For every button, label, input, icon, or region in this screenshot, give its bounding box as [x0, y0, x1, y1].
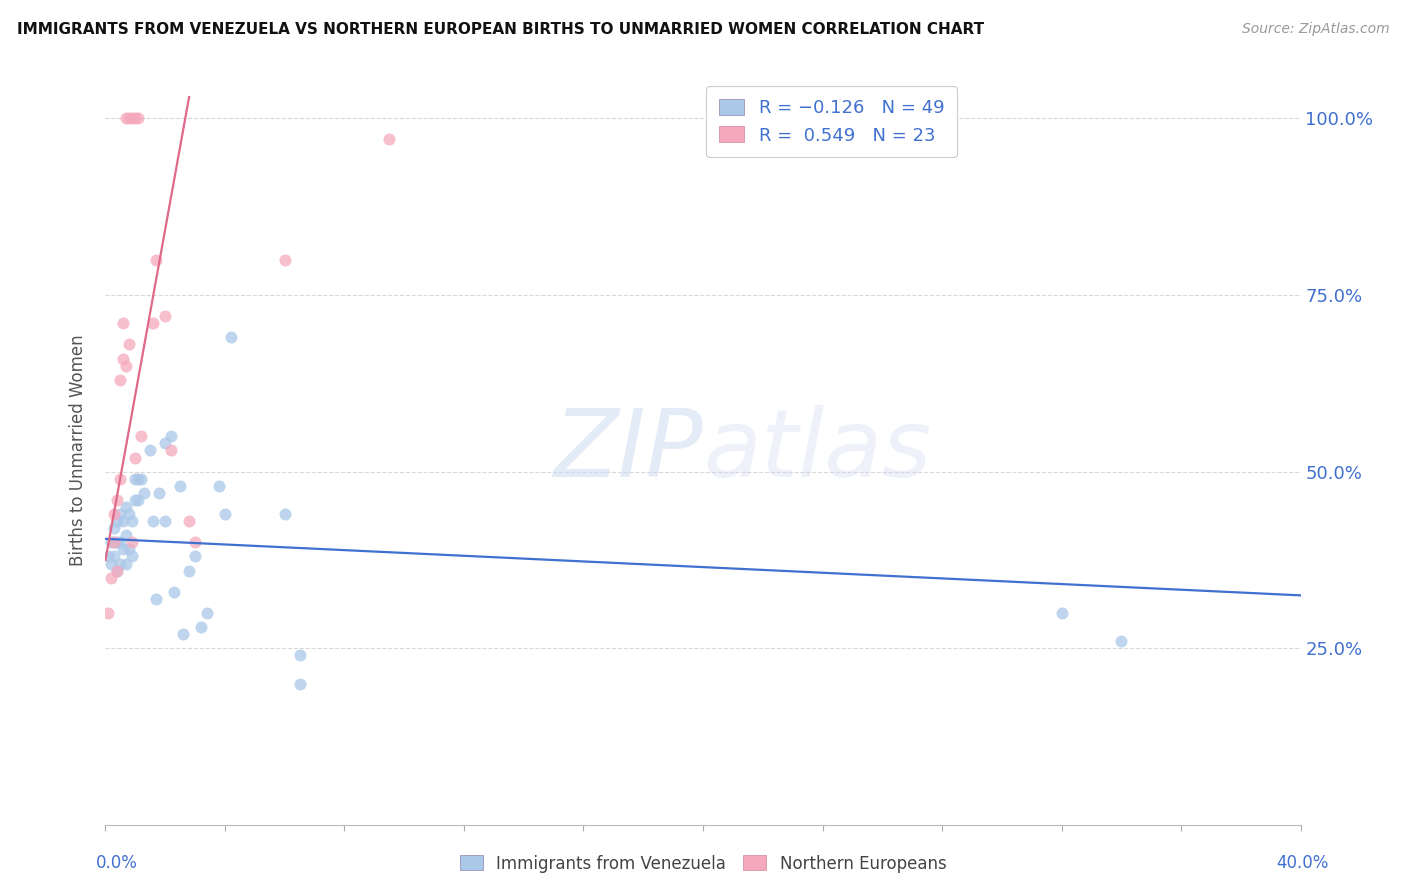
Point — [110, 557, 132, 571]
Point — [160, 443, 183, 458]
Text: 40.0%: 40.0% — [1277, 855, 1329, 872]
Point — [190, 620, 212, 634]
Point — [100, 535, 122, 549]
Point — [118, 507, 141, 521]
Point — [127, 472, 149, 486]
Point — [118, 337, 141, 351]
Point — [172, 627, 194, 641]
Point — [110, 472, 132, 486]
Point — [195, 606, 218, 620]
Point — [273, 507, 295, 521]
Point — [107, 492, 129, 507]
Point — [148, 486, 170, 500]
Point — [103, 535, 125, 549]
Text: Source: ZipAtlas.com: Source: ZipAtlas.com — [1241, 22, 1389, 37]
Point — [1050, 606, 1073, 620]
Point — [110, 535, 132, 549]
Point — [273, 252, 295, 267]
Point — [100, 571, 122, 585]
Point — [112, 542, 135, 557]
Point — [208, 479, 231, 493]
Text: atlas: atlas — [703, 405, 931, 496]
Point — [103, 521, 125, 535]
Point — [124, 472, 146, 486]
Point — [121, 549, 143, 564]
Point — [288, 677, 311, 691]
Point — [378, 132, 401, 146]
Legend: R = −0.126   N = 49, R =  0.549   N = 23: R = −0.126 N = 49, R = 0.549 N = 23 — [706, 87, 957, 157]
Point — [121, 514, 143, 528]
Point — [169, 479, 191, 493]
Point — [115, 557, 138, 571]
Point — [288, 648, 311, 663]
Point — [107, 564, 129, 578]
Point — [115, 359, 138, 373]
Point — [118, 112, 141, 126]
Point — [219, 330, 242, 344]
Point — [97, 606, 120, 620]
Point — [115, 528, 138, 542]
Point — [118, 542, 141, 557]
Point — [127, 112, 149, 126]
Point — [107, 535, 129, 549]
Point — [177, 514, 201, 528]
Point — [177, 564, 201, 578]
Point — [112, 351, 135, 366]
Point — [103, 535, 125, 549]
Point — [112, 514, 135, 528]
Point — [103, 507, 125, 521]
Point — [127, 492, 149, 507]
Point — [107, 514, 129, 528]
Point — [121, 535, 143, 549]
Point — [124, 450, 146, 465]
Point — [155, 514, 177, 528]
Point — [160, 429, 183, 443]
Point — [129, 472, 153, 486]
Point — [139, 443, 162, 458]
Point — [184, 549, 207, 564]
Point — [110, 507, 132, 521]
Point — [214, 507, 236, 521]
Point — [110, 373, 132, 387]
Point — [155, 309, 177, 323]
Point — [112, 316, 135, 330]
Point — [145, 252, 167, 267]
Point — [115, 500, 138, 514]
Point — [107, 564, 129, 578]
Point — [115, 112, 138, 126]
Point — [145, 591, 167, 606]
Point — [129, 429, 153, 443]
Point — [134, 486, 156, 500]
Legend: Immigrants from Venezuela, Northern Europeans: Immigrants from Venezuela, Northern Euro… — [453, 848, 953, 880]
Point — [100, 557, 122, 571]
Point — [163, 584, 186, 599]
Point — [103, 549, 125, 564]
Point — [1111, 634, 1133, 648]
Text: ZIP: ZIP — [554, 405, 703, 496]
Point — [121, 112, 143, 126]
Y-axis label: Births to Unmarried Women: Births to Unmarried Women — [69, 334, 87, 566]
Text: 0.0%: 0.0% — [96, 855, 138, 872]
Point — [97, 549, 120, 564]
Point — [124, 112, 146, 126]
Point — [155, 436, 177, 450]
Point — [184, 535, 207, 549]
Point — [142, 316, 165, 330]
Point — [142, 514, 165, 528]
Point — [124, 492, 146, 507]
Text: IMMIGRANTS FROM VENEZUELA VS NORTHERN EUROPEAN BIRTHS TO UNMARRIED WOMEN CORRELA: IMMIGRANTS FROM VENEZUELA VS NORTHERN EU… — [17, 22, 984, 37]
